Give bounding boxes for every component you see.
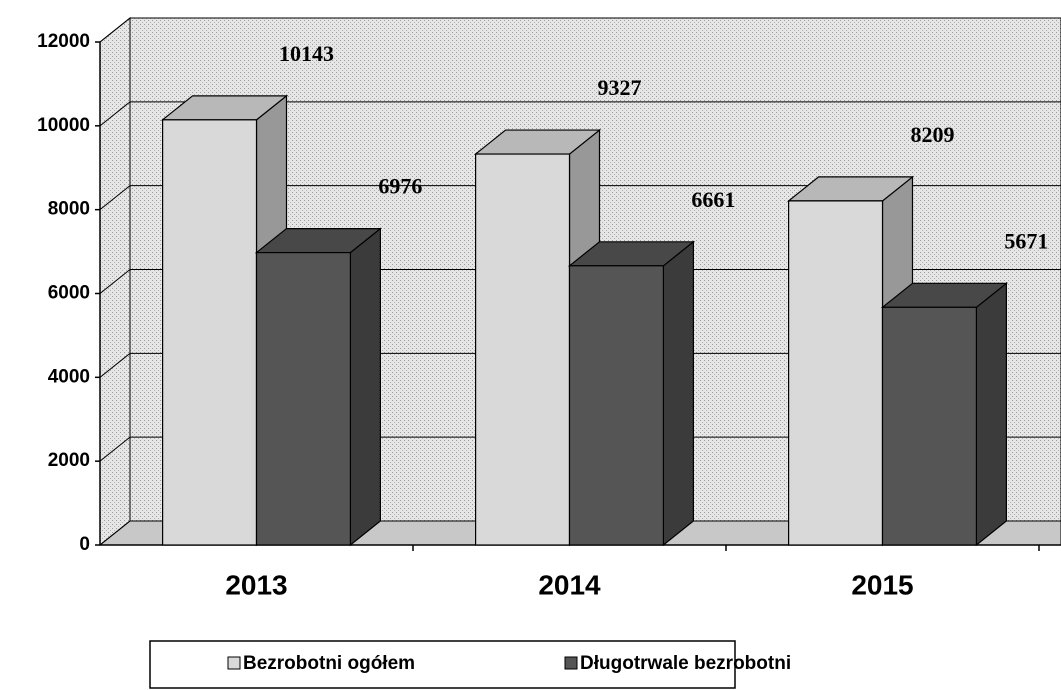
data-label: 8209 — [911, 122, 955, 147]
bar — [881, 306, 978, 546]
x-tick-label: 2013 — [225, 569, 287, 600]
bar — [162, 119, 258, 546]
bars — [160, 94, 1009, 547]
grid-line-side — [99, 17, 131, 43]
y-tick-label: 2000 — [48, 450, 90, 471]
legend-label: Bezrobotni ogółem — [243, 653, 415, 674]
legend-swatch — [564, 656, 578, 670]
grid-line-side — [99, 520, 131, 546]
legend-label: Długotrwale bezrobotni — [580, 653, 791, 674]
grid-line-side — [99, 352, 131, 378]
bar — [255, 251, 352, 546]
bar-side — [975, 282, 1008, 547]
y-tick-label: 8000 — [48, 199, 90, 220]
data-label: 9327 — [598, 75, 642, 100]
y-tick-label: 10000 — [37, 115, 90, 136]
grid-line-side — [99, 185, 131, 211]
y-tick-label: 12000 — [37, 31, 90, 52]
grid-line-side — [99, 101, 131, 127]
data-label: 6976 — [378, 174, 422, 199]
labels: 0 2000 4000 6000 8000 10000 12000 2013 2014 2015 1… — [37, 31, 1048, 600]
legend-swatch — [227, 656, 241, 670]
legend-box — [149, 640, 736, 689]
bar-side — [349, 227, 381, 547]
bar — [568, 265, 665, 546]
data-label: 10143 — [279, 41, 334, 66]
grid-line-side — [99, 436, 131, 462]
bar — [787, 200, 884, 546]
grid-line-side — [99, 269, 131, 294]
data-label: 6661 — [691, 187, 735, 212]
y-tick-label: 4000 — [48, 366, 90, 387]
data-label: 5671 — [1004, 228, 1048, 253]
x-tick-label: 2014 — [538, 569, 601, 600]
bar — [475, 153, 571, 546]
x-tick-label: 2015 — [851, 569, 913, 600]
bar-side — [662, 240, 695, 547]
y-tick-label: 6000 — [48, 283, 90, 304]
y-tick-label: 0 — [79, 534, 90, 555]
